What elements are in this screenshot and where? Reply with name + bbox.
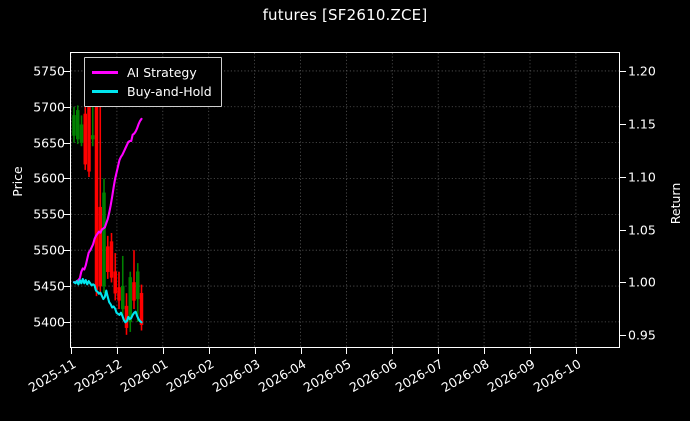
y-tick-mark-left [64,321,70,323]
x-tick-mark [116,348,118,354]
y-tick-label-left: 5550 [33,206,65,222]
plot-area [70,52,620,348]
y-tick-mark-right [620,229,626,231]
x-tick-mark [254,348,256,354]
y-axis-label-left: Price [9,166,25,197]
x-tick-mark [530,348,531,354]
x-tick-mark [346,348,348,354]
y-tick-mark-left [64,142,70,144]
y-tick-label-right: 1.10 [628,169,656,185]
series-ai-strategy [72,117,143,284]
y-tick-mark-left [64,106,70,108]
y-tick-mark-right [620,124,626,126]
x-tick-mark [392,348,394,354]
y-tick-label-left: 5450 [33,278,65,294]
chart-legend: AI Strategy Buy-and-Hold [84,57,222,107]
y-tick-label-right: 0.95 [628,327,656,343]
y-tick-mark-left [64,286,70,288]
y-tick-mark-right [620,71,626,73]
y-tick-mark-left [64,70,70,72]
y-tick-label-right: 1.00 [628,274,656,290]
y-tick-mark-right [620,282,626,284]
y-tick-mark-left [64,250,70,252]
legend-swatch-buy-and-hold [92,90,118,93]
x-tick-mark [162,348,164,354]
x-tick-mark [575,348,577,354]
y-axis-label-right: Return [668,182,684,225]
y-tick-label-left: 5700 [33,99,65,115]
y-tick-label-right: 1.15 [628,116,656,132]
x-tick-mark [208,348,210,354]
y-tick-label-right: 1.20 [628,63,656,79]
plot-svg [71,53,619,347]
y-tick-mark-right [620,176,626,178]
x-tick-mark [484,348,486,354]
series-buy-and-hold [72,277,143,324]
x-tick-mark [438,348,440,354]
legend-label-ai-strategy: AI Strategy [127,65,197,80]
y-tick-label-left: 5600 [33,170,65,186]
y-tick-label-left: 5750 [33,63,65,79]
x-tick-mark [300,348,302,354]
legend-label-buy-and-hold: Buy-and-Hold [127,84,212,99]
y-tick-mark-left [64,214,70,216]
legend-item-ai-strategy[interactable]: AI Strategy [92,63,212,82]
x-tick-mark [71,348,72,354]
legend-swatch-ai-strategy [92,71,118,74]
y-tick-mark-right [620,334,626,336]
grid-lines [71,53,619,347]
y-tick-label-left: 5400 [33,314,65,330]
y-tick-label-left: 5500 [33,242,65,258]
y-tick-mark-left [64,178,70,180]
page-title: futures [SF2610.ZCE] [262,6,428,24]
y-tick-label-right: 1.05 [628,222,656,237]
legend-item-buy-and-hold[interactable]: Buy-and-Hold [92,82,212,101]
y-tick-label-left: 5650 [33,135,65,151]
